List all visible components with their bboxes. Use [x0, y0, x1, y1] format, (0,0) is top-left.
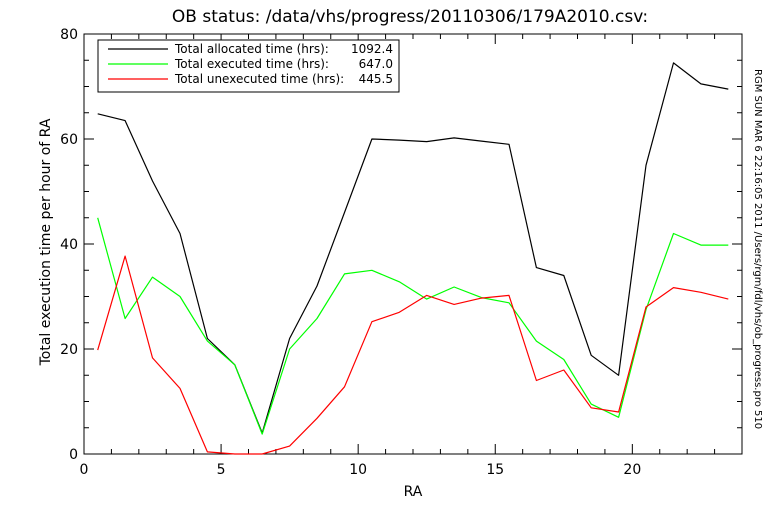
legend-label-1: Total executed time (hrs):: [174, 57, 329, 71]
plot-area: 0 5 10 15 20 0 20 40 60 80 Total allocated time (h…: [60, 27, 743, 478]
legend-total-0: 1092.4: [351, 42, 393, 56]
legend-total-2: 445.5: [359, 72, 393, 86]
x-tick-label: 15: [486, 462, 504, 478]
y-tick-label: 20: [60, 342, 78, 358]
y-tick-label: 0: [69, 447, 78, 463]
series-line-1: [97, 217, 729, 435]
x-tick-label: 5: [217, 462, 226, 478]
x-tick-label: 0: [80, 462, 89, 478]
y-tick-label: 40: [60, 237, 78, 253]
series-line-2: [97, 255, 729, 455]
legend-label-0: Total allocated time (hrs):: [174, 42, 329, 56]
chart-title: OB status: /data/vhs/progress/20110306/1…: [172, 7, 648, 27]
x-tick-label: 10: [349, 462, 367, 478]
legend-label-2: Total unexecuted time (hrs):: [174, 72, 344, 86]
y-tick-label: 60: [60, 132, 78, 148]
y-tick-label: 80: [60, 27, 78, 43]
y-axis-label: Total execution time per hour of RA: [38, 118, 54, 366]
side-annotation: RGM SUN MAR 6 22:16:05 2011 /Users/rgm/f…: [752, 69, 763, 429]
legend-total-1: 647.0: [359, 57, 393, 71]
x-axis-label: RA: [404, 484, 423, 500]
x-tick-label: 20: [623, 462, 641, 478]
series-line-0: [97, 62, 729, 434]
